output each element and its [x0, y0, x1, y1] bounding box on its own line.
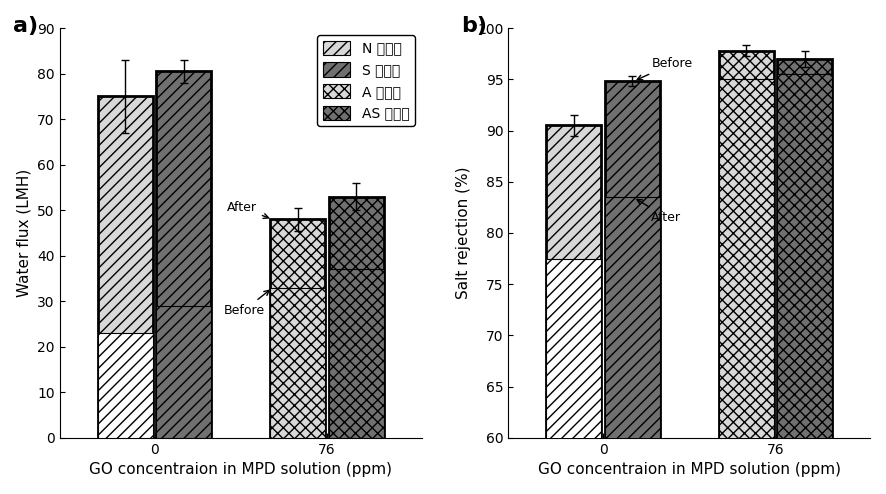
Text: b): b) — [461, 16, 486, 36]
Text: Before: Before — [223, 290, 269, 317]
Text: After: After — [636, 200, 680, 224]
Bar — [776, 59, 831, 494]
Bar — [97, 333, 152, 438]
Bar — [269, 219, 325, 438]
Bar — [156, 71, 211, 438]
Bar — [156, 306, 211, 438]
Bar — [718, 80, 773, 494]
Bar — [329, 197, 384, 438]
Bar — [546, 125, 601, 494]
Bar — [718, 50, 773, 494]
Y-axis label: Water flux (LMH): Water flux (LMH) — [17, 169, 32, 297]
Bar — [776, 74, 831, 494]
X-axis label: GO concentraion in MPD solution (ppm): GO concentraion in MPD solution (ppm) — [89, 462, 392, 477]
Text: After: After — [227, 202, 268, 218]
Bar — [269, 288, 325, 438]
Text: Before: Before — [636, 57, 692, 80]
Bar — [604, 82, 659, 494]
Bar — [97, 96, 152, 438]
Text: a): a) — [12, 16, 38, 36]
Bar — [546, 259, 601, 494]
Y-axis label: Salt rejection (%): Salt rejection (%) — [456, 167, 471, 299]
Legend: N 분리막, S 분리막, A 분리막, AS 분리막: N 분리막, S 분리막, A 분리막, AS 분리막 — [316, 35, 415, 126]
Bar — [329, 269, 384, 438]
Bar — [604, 197, 659, 494]
X-axis label: GO concentraion in MPD solution (ppm): GO concentraion in MPD solution (ppm) — [537, 462, 840, 477]
